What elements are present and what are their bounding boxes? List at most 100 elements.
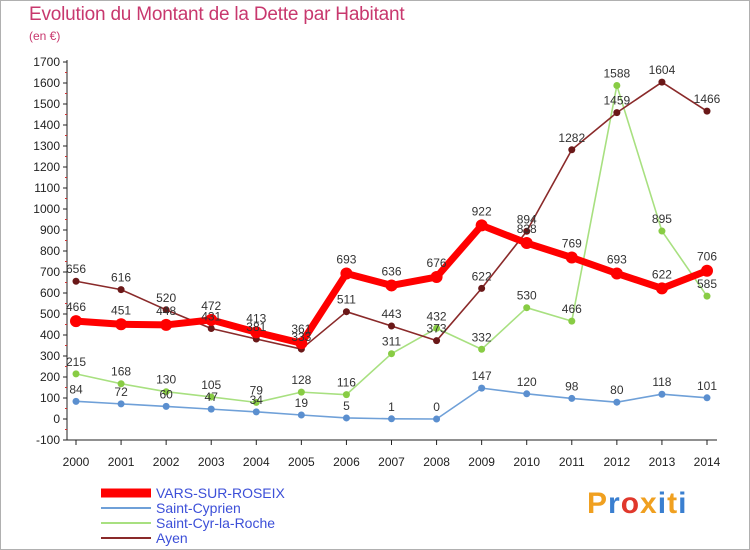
x-tick-label: 2003 (198, 455, 225, 469)
data-label: 895 (652, 212, 672, 226)
logo-letter: x (640, 487, 658, 520)
legend-label: VARS-SUR-ROSEIX (156, 485, 286, 501)
logo-letter: P (587, 487, 609, 520)
data-point (523, 304, 531, 312)
data-point (703, 394, 711, 402)
data-label: 520 (156, 291, 176, 305)
data-label: 98 (565, 379, 579, 393)
data-label: 838 (517, 222, 537, 236)
data-label: 0 (433, 400, 440, 414)
data-label: 1588 (604, 67, 631, 81)
axes: -100010020030040050060070080090010001100… (33, 55, 720, 469)
data-point (388, 322, 395, 330)
data-label: 706 (697, 250, 717, 264)
data-label: 585 (697, 277, 717, 291)
data-point (658, 227, 666, 235)
data-label: 616 (111, 271, 131, 285)
x-tick-label: 2013 (649, 455, 676, 469)
data-label: 466 (562, 302, 582, 316)
data-point (613, 398, 621, 406)
data-point (70, 315, 82, 328)
data-point (523, 227, 531, 235)
data-point (523, 390, 531, 398)
data-point (703, 107, 711, 115)
logo-letter: i (657, 487, 668, 520)
data-point (433, 415, 441, 423)
data-label: 451 (111, 303, 131, 317)
series-lines (70, 78, 713, 423)
data-point (207, 324, 215, 332)
data-label: 79 (250, 383, 264, 397)
data-point (478, 345, 486, 353)
data-label: 622 (652, 267, 672, 281)
data-point (613, 109, 621, 117)
logo-letter: o (620, 487, 641, 520)
data-point (568, 317, 576, 325)
y-tick-label: 900 (40, 223, 60, 237)
data-point (342, 414, 350, 422)
y-tick-label: 1700 (33, 55, 60, 69)
data-label: 530 (517, 289, 537, 303)
data-label: 168 (111, 365, 131, 379)
data-point (658, 78, 666, 86)
logo-letter: t (667, 487, 679, 520)
data-label: 413 (246, 311, 266, 325)
data-label: 361 (291, 322, 311, 336)
y-tick-label: 1000 (33, 202, 60, 216)
data-label: 60 (159, 387, 173, 401)
data-point (475, 219, 488, 232)
y-tick-label: 1100 (34, 181, 60, 195)
data-point (162, 402, 170, 410)
x-tick-label: 2002 (153, 455, 180, 469)
legend-label: Ayen (156, 530, 188, 546)
x-tick-label: 2009 (468, 455, 495, 469)
y-tick-label: 1600 (33, 76, 60, 90)
data-point (205, 313, 218, 326)
data-point (340, 267, 353, 280)
data-label: 373 (427, 322, 447, 336)
data-label: 80 (610, 383, 624, 397)
data-point (297, 388, 305, 396)
data-point (388, 350, 395, 358)
y-tick-label: 300 (40, 349, 60, 363)
data-label: 693 (336, 252, 356, 266)
data-point (295, 337, 308, 350)
data-label: 448 (156, 304, 176, 318)
data-point (520, 237, 533, 250)
x-tick-label: 2005 (288, 455, 315, 469)
data-point (207, 405, 215, 413)
data-label: 894 (517, 212, 537, 226)
data-point (655, 282, 668, 295)
x-tick-label: 2008 (423, 455, 450, 469)
data-point (250, 326, 263, 339)
x-tick-label: 2006 (333, 455, 360, 469)
data-label: 1466 (694, 92, 721, 106)
data-point (430, 271, 443, 284)
data-label: 101 (697, 379, 717, 393)
data-label: 311 (382, 335, 401, 349)
data-label: 1604 (649, 63, 676, 77)
x-tick-label: 2000 (63, 455, 90, 469)
data-label: 1459 (604, 94, 631, 108)
y-tick-label: 600 (40, 286, 60, 300)
data-point (658, 390, 666, 398)
data-label: 72 (114, 385, 128, 399)
data-point (703, 292, 711, 300)
data-point (565, 251, 578, 264)
data-label: 215 (66, 355, 86, 369)
y-tick-label: 1400 (33, 118, 60, 132)
data-label: 511 (337, 293, 356, 307)
chart-title: Evolution du Montant de la Dette par Hab… (29, 4, 405, 25)
y-tick-label: -100 (36, 433, 60, 447)
data-point (478, 384, 486, 392)
data-point (568, 394, 576, 402)
legend-label: Saint-Cyr-la-Roche (156, 515, 275, 531)
data-labels: 84 72 60 47 34 19 5 1 0 147 120 98 80 118 101 215 168 130… (66, 63, 721, 414)
y-tick-label: 0 (53, 412, 60, 426)
data-point (385, 279, 398, 292)
data-label: 922 (472, 204, 492, 218)
data-label: 333 (291, 330, 311, 344)
data-label: 443 (381, 307, 401, 321)
